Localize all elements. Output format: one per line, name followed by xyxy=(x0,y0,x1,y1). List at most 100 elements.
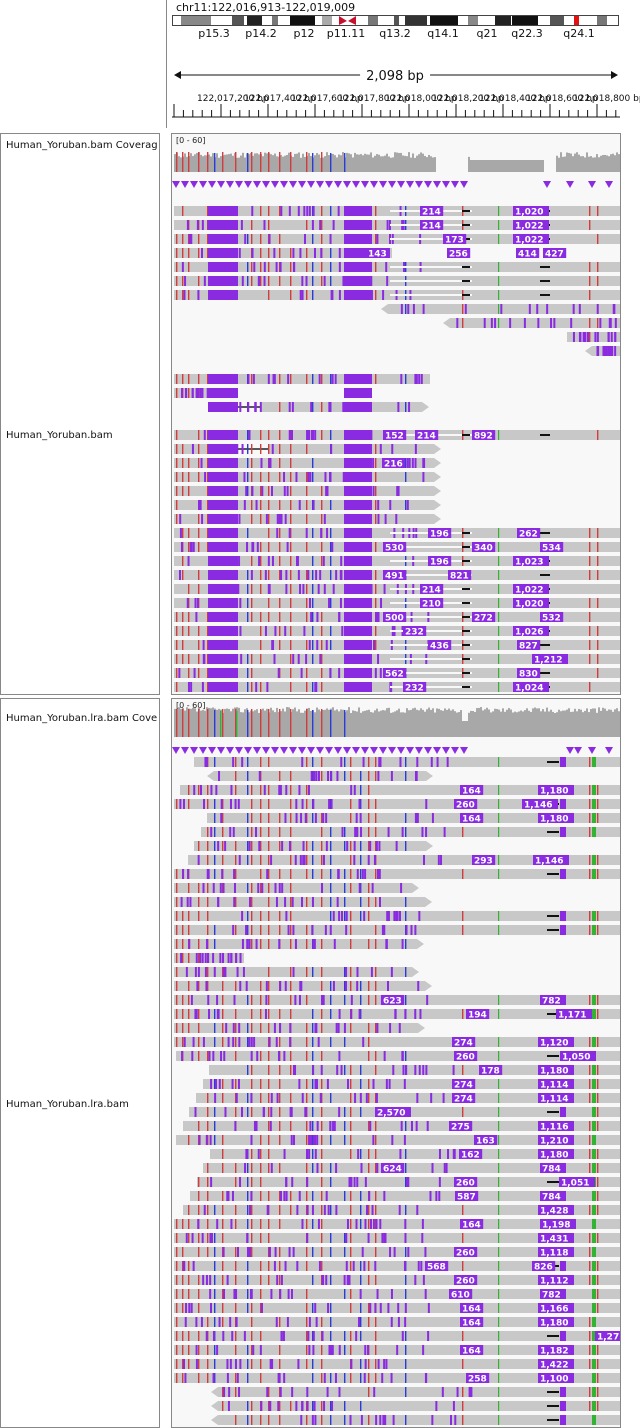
track2-alignment-name[interactable]: Human_Yoruban.lra.bam xyxy=(6,1099,129,1110)
insertion-bar xyxy=(242,967,245,977)
coverage-bar xyxy=(336,709,338,737)
track1-coverage-name[interactable]: Human_Yoruban.bam Coverage xyxy=(6,140,158,151)
read xyxy=(174,1331,620,1341)
read-mismatch xyxy=(360,1359,362,1369)
insertion-bar xyxy=(278,1373,281,1383)
read-mismatch xyxy=(368,1051,370,1061)
insertion-bar xyxy=(304,234,307,244)
read-mismatch xyxy=(589,1163,591,1173)
insertion-bar xyxy=(323,1205,326,1215)
read-mismatch xyxy=(592,1107,596,1117)
read-mismatch xyxy=(260,883,262,893)
insertion-bar xyxy=(386,981,389,991)
read-mismatch xyxy=(344,1065,346,1075)
insertion-bar xyxy=(279,262,282,272)
track1-alignment-name[interactable]: Human_Yoruban.bam xyxy=(6,430,113,441)
coverage-bar xyxy=(394,711,396,737)
read-mismatch xyxy=(251,1233,253,1243)
ruler[interactable] xyxy=(172,102,620,128)
read-mismatch xyxy=(247,827,249,837)
coverage-bar xyxy=(272,710,274,737)
coverage-bar xyxy=(174,708,176,737)
read-mismatch xyxy=(321,514,323,524)
read-mismatch xyxy=(207,1233,209,1243)
read-mismatch xyxy=(176,626,178,636)
track1-data-panel[interactable]: [0 - 60] 214 1,020 214 1,022 173 1,022 143 256 4… xyxy=(171,133,621,695)
read-mismatch xyxy=(198,1205,200,1215)
insertion-marker xyxy=(325,181,333,188)
read-mismatch xyxy=(260,1359,262,1369)
coverage-bar xyxy=(428,707,430,737)
insertion-bar xyxy=(389,1247,392,1257)
band-label: q13.2 xyxy=(379,27,411,40)
insertion-bar xyxy=(253,1037,256,1047)
insertion-block xyxy=(208,626,238,636)
insertion-bar xyxy=(223,1387,226,1397)
read-mismatch xyxy=(405,1275,407,1285)
read-mismatch xyxy=(589,612,591,622)
insertion-bar xyxy=(404,1233,407,1243)
read-mismatch xyxy=(188,1023,190,1033)
read-mismatch xyxy=(306,220,308,230)
insertion-bar xyxy=(195,953,198,963)
deletion-line xyxy=(547,1391,559,1393)
insertion-bar xyxy=(379,1415,382,1425)
insertion-block xyxy=(344,542,372,552)
coverage-bar xyxy=(348,707,350,737)
deletion-line xyxy=(540,266,550,268)
insertion-marker xyxy=(181,747,189,754)
read-mismatch xyxy=(375,1205,377,1215)
coverage-bar xyxy=(396,152,398,172)
track2-data-panel[interactable]: [0 - 60] 164 1,180 260 1,146 164 1,180 293 1,14… xyxy=(171,698,621,1428)
read-mismatch xyxy=(182,374,184,384)
insertion-bar xyxy=(345,925,348,935)
insertion-bar xyxy=(380,598,383,608)
insertion-bar xyxy=(313,939,316,949)
read xyxy=(180,785,620,795)
insertion-block xyxy=(208,668,238,678)
insertion-bar xyxy=(445,1163,448,1173)
insertion-bar xyxy=(416,757,419,767)
insertion-bar xyxy=(397,1303,400,1313)
insertion-bar xyxy=(456,1387,459,1397)
read-mismatch xyxy=(321,1177,323,1187)
read-mismatch xyxy=(260,799,262,809)
read-mismatch xyxy=(375,1359,377,1369)
insertion-bar xyxy=(325,841,328,851)
insertion-bar xyxy=(285,570,288,580)
insertion-size-label: 1,180 xyxy=(540,1319,568,1329)
insertion-bar xyxy=(404,1303,407,1313)
insertion-bar xyxy=(197,855,200,865)
insertion-bar xyxy=(372,458,375,468)
read-mismatch xyxy=(597,1191,599,1201)
coverage-bar xyxy=(318,709,320,737)
track2-coverage-name[interactable]: Human_Yoruban.lra.bam Coverage xyxy=(6,713,158,724)
read-mismatch xyxy=(198,911,200,921)
insertion-bar xyxy=(324,925,327,935)
insertion-bar xyxy=(377,771,380,781)
insertion-bar xyxy=(300,668,303,678)
insertion-bar xyxy=(191,388,194,398)
insertion-bar xyxy=(320,528,323,538)
read-mismatch xyxy=(312,1275,314,1285)
read-split xyxy=(390,574,472,576)
insertion-bar xyxy=(345,1261,348,1271)
insertion-block xyxy=(344,402,372,412)
insertion-bar xyxy=(325,486,328,496)
insertion-bar xyxy=(298,1079,301,1089)
chromosome-ideogram[interactable] xyxy=(172,15,620,27)
read-mismatch xyxy=(176,1261,178,1271)
read-mismatch xyxy=(405,1149,407,1159)
insertion-bar xyxy=(369,841,372,851)
insertion-block xyxy=(344,570,372,580)
read-mismatch xyxy=(498,1233,500,1243)
insertion-size-label: 216 xyxy=(384,460,403,470)
insertion-bar xyxy=(222,883,225,893)
read-mismatch xyxy=(375,206,377,216)
coverage-bar xyxy=(266,153,268,172)
insertion-bar xyxy=(191,444,194,454)
insertion-bar xyxy=(245,1149,248,1159)
read-mismatch xyxy=(247,995,249,1005)
